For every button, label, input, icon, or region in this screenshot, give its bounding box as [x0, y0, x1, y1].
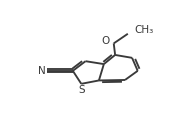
Text: CH₃: CH₃: [134, 25, 153, 35]
Text: S: S: [78, 85, 85, 95]
Text: O: O: [102, 36, 110, 46]
Text: N: N: [38, 66, 46, 76]
